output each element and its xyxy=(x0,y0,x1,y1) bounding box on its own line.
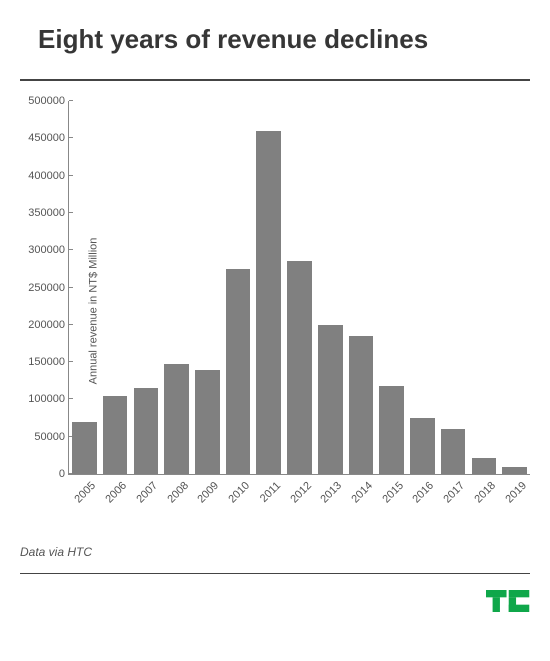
x-tick: 2005 xyxy=(67,474,98,505)
bar xyxy=(226,269,251,474)
bar xyxy=(441,429,466,474)
y-tick: 300000 xyxy=(28,244,69,256)
y-tick: 150000 xyxy=(28,356,69,368)
bar xyxy=(318,325,343,474)
bar xyxy=(164,364,189,474)
bar xyxy=(256,131,281,474)
y-tick: 450000 xyxy=(28,132,69,144)
x-tick: 2013 xyxy=(313,474,344,505)
y-tick: 500000 xyxy=(28,95,69,107)
x-tick: 2008 xyxy=(159,474,190,505)
chart-title: Eight years of revenue declines xyxy=(38,24,530,55)
x-tick: 2016 xyxy=(405,474,436,505)
x-tick: 2007 xyxy=(129,474,160,505)
chart-area: Annual revenue in NT$ Million 0500001000… xyxy=(20,101,530,521)
x-tick: 2006 xyxy=(98,474,129,505)
bar xyxy=(134,388,159,474)
techcrunch-logo-icon xyxy=(486,590,530,612)
bar xyxy=(72,422,97,474)
bottom-rule xyxy=(20,573,530,574)
y-tick: 0 xyxy=(59,468,69,480)
y-tick: 400000 xyxy=(28,170,69,182)
x-tick: 2019 xyxy=(497,474,528,505)
bar xyxy=(349,336,374,474)
bar xyxy=(410,418,435,474)
x-tick: 2012 xyxy=(282,474,313,505)
x-tick: 2009 xyxy=(190,474,221,505)
y-tick: 50000 xyxy=(34,431,69,443)
top-rule xyxy=(20,79,530,81)
x-tick: 2014 xyxy=(344,474,375,505)
y-tick: 100000 xyxy=(28,393,69,405)
x-tick: 2010 xyxy=(221,474,252,505)
x-tick: 2011 xyxy=(252,474,283,505)
y-tick: 350000 xyxy=(28,207,69,219)
source-note: Data via HTC xyxy=(20,545,530,559)
footer xyxy=(20,588,530,612)
y-tick: 250000 xyxy=(28,282,69,294)
bar xyxy=(472,458,497,474)
x-tick: 2018 xyxy=(467,474,498,505)
bar xyxy=(103,396,128,474)
bar xyxy=(287,261,312,474)
bar xyxy=(379,386,404,474)
x-tick: 2015 xyxy=(374,474,405,505)
x-tick: 2017 xyxy=(436,474,467,505)
bar xyxy=(195,370,220,474)
y-tick: 200000 xyxy=(28,319,69,331)
plot: 0500001000001500002000002500003000003500… xyxy=(68,101,530,475)
